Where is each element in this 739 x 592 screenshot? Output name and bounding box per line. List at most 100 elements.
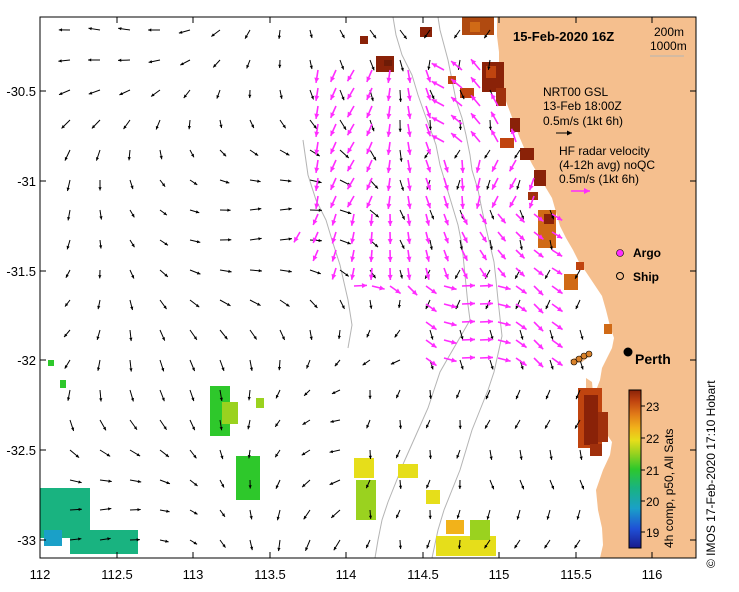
model-vector <box>187 119 192 130</box>
model-vector <box>458 419 462 430</box>
model-vector <box>303 389 311 397</box>
model-vector <box>339 59 345 70</box>
model-vector <box>249 359 254 371</box>
radar-vector <box>366 69 373 83</box>
radar-vector <box>461 355 476 361</box>
model-vector <box>159 509 170 513</box>
colorbar-tick-label: 21 <box>646 464 660 478</box>
sst-patches <box>40 17 612 556</box>
model-vector <box>219 179 230 184</box>
model-vector <box>58 89 71 96</box>
model-vector <box>69 419 75 432</box>
model-vector <box>309 89 314 100</box>
radar-vector <box>443 177 449 191</box>
model-vector <box>129 359 133 372</box>
model-vector <box>330 509 341 519</box>
radar-vector <box>497 213 507 224</box>
model-vector <box>279 329 286 341</box>
colorbar-tick-label: 19 <box>646 526 660 540</box>
model-vector <box>249 539 254 551</box>
hf-radar-arrows <box>293 58 564 368</box>
model-vector <box>180 59 191 66</box>
model-vector <box>398 539 403 550</box>
city-label-perth: Perth <box>635 351 671 367</box>
model-vector <box>489 449 493 460</box>
model-vector <box>58 59 71 63</box>
model-vector <box>148 28 161 32</box>
radar-vector <box>533 303 544 314</box>
radar-vector <box>479 283 494 289</box>
radar-vector <box>431 116 445 125</box>
model-vector <box>99 507 112 511</box>
radar-vector <box>331 213 337 226</box>
model-vector <box>456 449 461 459</box>
radar-vector <box>508 195 517 208</box>
radar-vector <box>490 129 499 143</box>
radar-vector <box>515 213 526 223</box>
radar-vector <box>425 249 431 262</box>
radar-vector <box>528 195 535 209</box>
model-vector <box>459 359 464 370</box>
model-vector <box>129 538 140 542</box>
y-tick-label: -32 <box>17 353 36 368</box>
model-vector <box>159 179 166 187</box>
radar-vector <box>329 141 337 155</box>
model-vector <box>369 59 375 71</box>
model-vector <box>189 359 196 372</box>
model-vector <box>368 509 373 520</box>
model-vector <box>459 239 463 250</box>
model-vector <box>219 208 231 212</box>
model-vector <box>66 389 71 401</box>
model-vector <box>99 537 111 541</box>
radar-vector <box>431 80 445 89</box>
radar-vector <box>425 123 432 137</box>
radar-vector <box>350 213 356 226</box>
y-tick-label: -30.5 <box>6 84 36 99</box>
radar-vector <box>443 357 457 363</box>
model-vector <box>334 359 341 367</box>
model-vector <box>368 389 372 400</box>
model-vector <box>189 419 196 431</box>
model-vector <box>64 149 71 161</box>
model-vector <box>576 509 581 520</box>
plot-frame <box>39 16 697 559</box>
model-vector <box>428 119 432 131</box>
model-vector <box>456 389 461 399</box>
isobath-legend-200m: 200m <box>654 25 684 39</box>
model-vector <box>549 329 554 340</box>
radar-vector <box>329 195 337 209</box>
radar-vector <box>479 355 494 361</box>
model-vector <box>123 119 131 130</box>
radar-vector <box>386 69 392 83</box>
model-vector <box>514 539 521 549</box>
model-vector <box>88 58 101 62</box>
model-vector <box>183 89 191 99</box>
model-vector <box>489 239 493 250</box>
model-vector <box>189 239 201 244</box>
radar-vector <box>331 249 337 262</box>
radar-vector <box>533 249 544 259</box>
model-vector <box>302 419 311 426</box>
radar-vector <box>386 87 392 101</box>
radar-vector <box>443 267 449 280</box>
colorbar: 23 22 21 20 19 4h comp, p50, All Sats <box>628 389 676 549</box>
model-vector <box>544 269 551 279</box>
radar-scale-arrow <box>571 188 590 194</box>
argo-legend-symbol <box>616 249 624 257</box>
model-vector <box>546 509 551 520</box>
model-vector <box>277 29 281 39</box>
radar-vector <box>386 123 392 137</box>
model-vector <box>484 419 491 429</box>
radar-vector <box>479 301 494 307</box>
radar-vector <box>461 301 476 307</box>
ship-legend-symbol <box>616 272 624 280</box>
model-vector <box>247 419 251 430</box>
radar-vector <box>479 267 488 279</box>
radar-vector <box>346 177 355 190</box>
model-vector <box>549 239 553 250</box>
radar-vector <box>443 195 449 209</box>
ship-markers <box>570 350 593 366</box>
model-vector <box>277 539 281 552</box>
radar-vector <box>479 213 488 225</box>
model-vector <box>458 479 462 490</box>
